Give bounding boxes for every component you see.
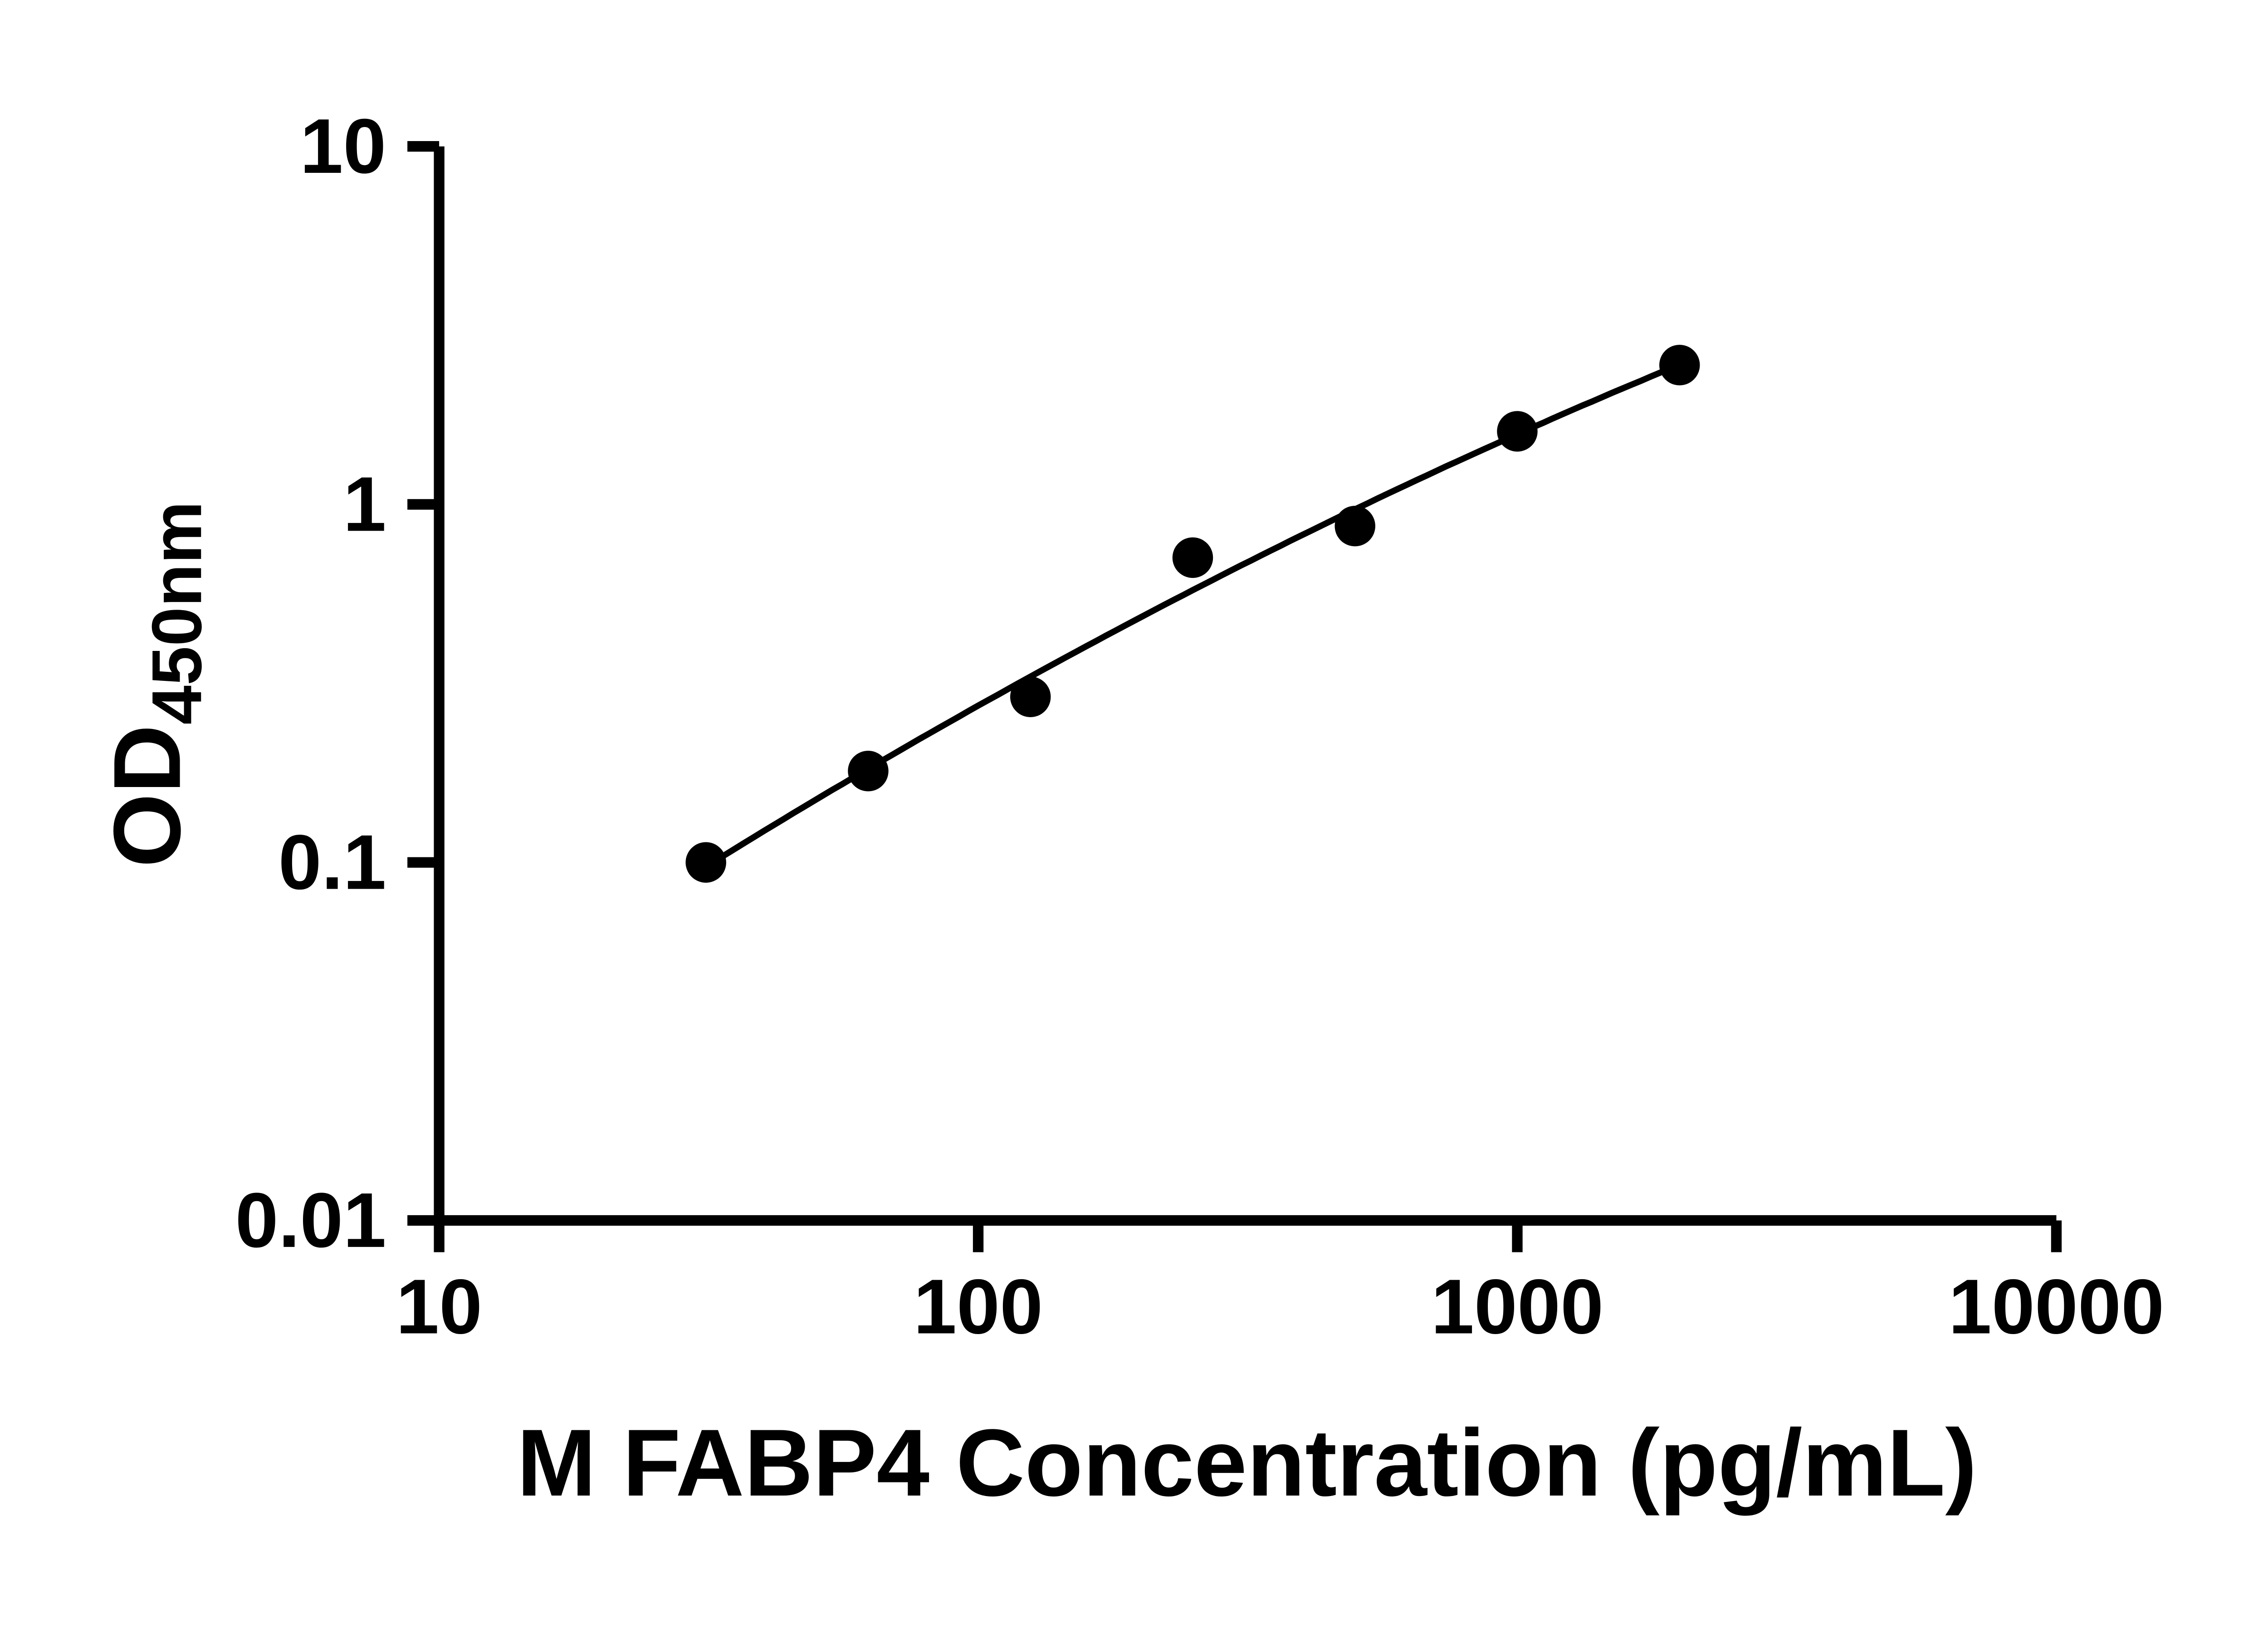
y-tick-label: 0.01 [235, 1177, 386, 1264]
data-point [685, 842, 726, 883]
y-tick-label: 10 [300, 103, 386, 190]
data-point [1334, 505, 1375, 547]
plot-area: 10 100 1000 10000 0.01 0.1 1 10 [235, 103, 2165, 1350]
y-axis-title-subscript: 450nm [137, 501, 216, 725]
x-axis-title: M FABP4 Concentration (pg/mL) [517, 1410, 1977, 1516]
x-tick-label: 10 [396, 1263, 482, 1350]
data-point [1659, 345, 1700, 386]
x-tick-label: 100 [914, 1263, 1043, 1350]
elisa-standard-curve-page: 10 100 1000 10000 0.01 0.1 1 10 M FABP4 Concent… [94, 103, 2165, 1516]
y-axis-title-main: OD [94, 724, 200, 867]
y-tick-label: 1 [343, 461, 386, 548]
data-point [1497, 411, 1538, 452]
standard-curve-chart: 10 100 1000 10000 0.01 0.1 1 10 M FABP4 Concent… [94, 103, 2165, 1516]
axes-frame [434, 146, 2057, 1226]
x-tick-label: 1000 [1431, 1263, 1604, 1350]
data-point [848, 751, 889, 792]
data-point [1172, 537, 1213, 578]
data-point [1010, 676, 1051, 717]
y-tick-label: 0.1 [279, 819, 386, 906]
y-axis-title: OD450nm [94, 501, 216, 868]
x-tick-label: 10000 [1949, 1263, 2165, 1350]
